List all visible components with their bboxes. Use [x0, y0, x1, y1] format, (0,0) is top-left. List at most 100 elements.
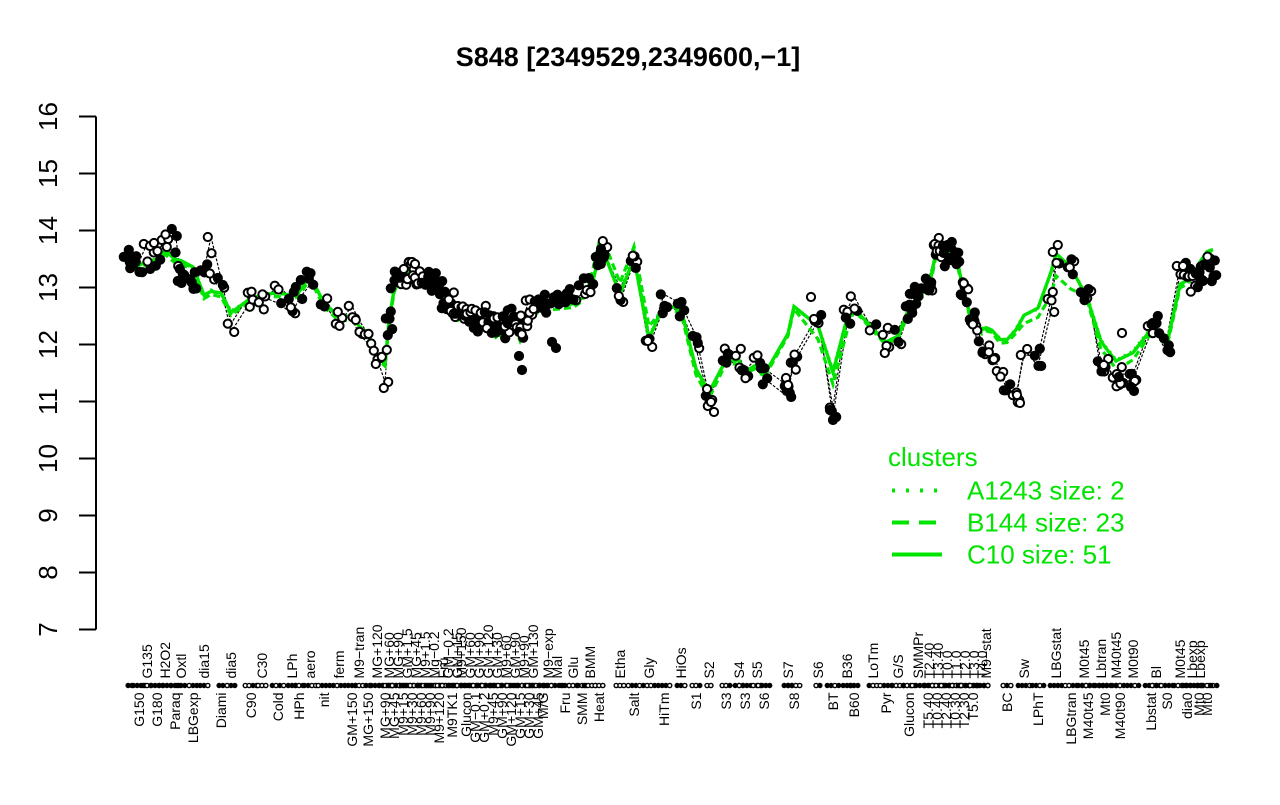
svg-text:M9+90: M9+90: [422, 692, 438, 735]
svg-text:S6: S6: [810, 661, 826, 678]
svg-text:Mt0: Mt0: [1199, 692, 1215, 716]
svg-text:GM+90: GM+90: [494, 692, 510, 739]
svg-text:S2: S2: [701, 661, 717, 678]
svg-text:Sw: Sw: [1016, 658, 1032, 678]
svg-text:Paraq: Paraq: [167, 693, 183, 730]
svg-text:T0.40: T0.40: [929, 692, 945, 728]
svg-text:14: 14: [33, 216, 63, 245]
svg-text:GM+45: GM+45: [530, 692, 546, 739]
svg-text:BMM: BMM: [582, 646, 598, 679]
svg-text:Lbstat: Lbstat: [1143, 692, 1159, 730]
svg-text:C90: C90: [243, 692, 259, 718]
svg-text:T2.0: T2.0: [957, 650, 973, 678]
svg-text:Etha: Etha: [612, 649, 628, 678]
svg-text:Heat: Heat: [591, 692, 607, 722]
svg-text:GM+120: GM+120: [503, 692, 519, 746]
svg-text:LoTm: LoTm: [865, 643, 881, 679]
svg-text:M9+90: M9+90: [516, 635, 532, 678]
svg-text:Lbexp: Lbexp: [1192, 640, 1208, 678]
svg-text:T4.0: T4.0: [974, 650, 990, 678]
svg-text:Glucon: Glucon: [458, 693, 474, 737]
svg-text:8: 8: [33, 565, 63, 579]
svg-text:Pyr: Pyr: [878, 692, 894, 713]
svg-text:12: 12: [33, 330, 63, 359]
svg-text:LPhT: LPhT: [1030, 692, 1046, 726]
svg-text:Glu: Glu: [565, 657, 581, 679]
svg-text:GM+130: GM+130: [525, 624, 541, 678]
svg-text:13: 13: [33, 273, 63, 302]
svg-text:GM+120: GM+120: [480, 624, 496, 678]
svg-text:dia15: dia15: [196, 644, 212, 678]
svg-text:BT: BT: [825, 692, 841, 710]
svg-text:M9+150: M9+150: [453, 627, 469, 678]
svg-text:A1243 size: 2: A1243 size: 2: [967, 476, 1125, 506]
svg-text:G150: G150: [131, 692, 147, 726]
svg-text:M40t90: M40t90: [1112, 692, 1128, 739]
svg-text:Oxtl: Oxtl: [173, 654, 189, 679]
svg-text:T5.0: T5.0: [965, 692, 981, 720]
svg-text:MG+90: MG+90: [377, 692, 393, 739]
svg-text:LBGexp: LBGexp: [185, 692, 201, 743]
svg-text:M40t45: M40t45: [1108, 632, 1124, 679]
svg-text:G180: G180: [149, 692, 165, 726]
svg-text:H2O2: H2O2: [157, 642, 173, 679]
svg-text:S7: S7: [780, 661, 796, 678]
svg-text:M9+60: M9+60: [413, 692, 429, 735]
svg-text:M0t90: M0t90: [1125, 639, 1141, 678]
svg-text:Bl: Bl: [1148, 666, 1164, 678]
svg-text:HiTm: HiTm: [656, 693, 672, 726]
svg-text:9: 9: [33, 508, 63, 522]
svg-text:GM+30: GM+30: [489, 632, 505, 679]
svg-text:S1: S1: [688, 692, 704, 709]
svg-text:T0.0: T0.0: [939, 650, 955, 678]
svg-text:T5.40: T5.40: [920, 692, 936, 728]
svg-text:GM+30: GM+30: [521, 692, 537, 739]
svg-text:GM+90: GM+90: [507, 632, 523, 679]
svg-text:GM+150: GM+150: [344, 692, 360, 746]
svg-text:LBGstat: LBGstat: [1048, 628, 1064, 679]
svg-text:M9+45: M9+45: [485, 692, 501, 735]
svg-text:T2.30: T2.30: [956, 692, 972, 728]
svg-text:M9−tran: M9−tran: [351, 627, 367, 679]
svg-text:S3: S3: [737, 692, 753, 709]
svg-text:M9+1.5: M9+1.5: [417, 631, 433, 678]
svg-text:SMMPr: SMMPr: [910, 632, 926, 679]
svg-text:HiOs: HiOs: [673, 647, 689, 678]
svg-text:M9+30: M9+30: [404, 692, 420, 735]
svg-text:S6: S6: [756, 692, 772, 709]
svg-text:Fru: Fru: [557, 693, 573, 714]
svg-text:aero: aero: [302, 650, 318, 678]
svg-text:Cold: Cold: [270, 693, 286, 722]
svg-text:Diami: Diami: [213, 693, 229, 729]
svg-text:GM+15: GM+15: [449, 632, 465, 679]
svg-text:C30: C30: [254, 653, 270, 679]
svg-text:nit: nit: [316, 692, 332, 707]
svg-text:11: 11: [33, 388, 63, 415]
svg-text:GM+90: GM+90: [471, 632, 487, 679]
svg-text:MG+90: MG+90: [390, 632, 406, 679]
svg-text:dia0: dia0: [1179, 692, 1195, 719]
svg-text:GM−0.2: GM−0.2: [440, 628, 456, 678]
svg-text:M9TK1: M9TK1: [444, 692, 460, 737]
svg-text:M9−stat: M9−stat: [978, 628, 994, 678]
svg-text:B36: B36: [839, 653, 855, 678]
svg-text:S8: S8: [786, 692, 802, 709]
svg-text:clusters: clusters: [888, 442, 978, 472]
svg-text:15: 15: [33, 159, 63, 188]
svg-text:C10 size: 51: C10 size: 51: [967, 540, 1112, 570]
svg-text:M40t45: M40t45: [1080, 692, 1096, 739]
svg-text:Mt0: Mt0: [1097, 692, 1113, 716]
svg-text:Lbexp: Lbexp: [1184, 640, 1200, 678]
svg-text:M9−exp: M9−exp: [540, 628, 556, 678]
svg-text:MG+60: MG+60: [381, 632, 397, 679]
svg-text:Lbtran: Lbtran: [1093, 639, 1109, 679]
svg-text:MG+120: MG+120: [369, 624, 385, 678]
svg-text:GM+0.2: GM+0.2: [476, 692, 492, 742]
svg-text:MG+45: MG+45: [408, 632, 424, 679]
svg-text:Gly: Gly: [641, 658, 657, 679]
svg-text:S848 [2349529,2349600,−1]: S848 [2349529,2349600,−1]: [456, 42, 801, 72]
svg-text:SMM: SMM: [574, 693, 590, 726]
svg-text:T3.0: T3.0: [966, 650, 982, 678]
svg-text:M9+120: M9+120: [431, 692, 447, 743]
svg-text:S5: S5: [749, 661, 765, 678]
